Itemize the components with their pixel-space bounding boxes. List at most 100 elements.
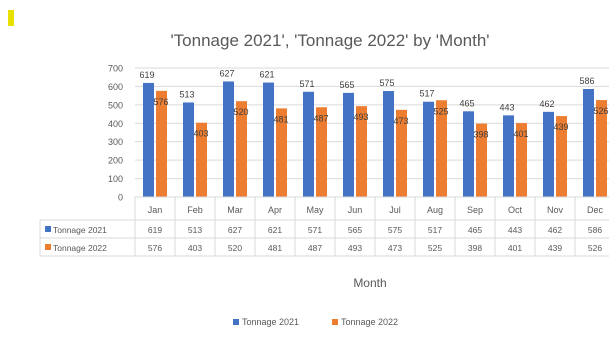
x-tick-label: Dec: [587, 205, 604, 215]
bar-apr-1: [263, 82, 274, 197]
data-label: 487: [313, 113, 328, 123]
bar-oct-1: [503, 115, 514, 197]
x-axis-title: Month: [353, 276, 386, 290]
table-cell: 443: [508, 225, 522, 235]
corner-marker: 2: [8, 10, 14, 26]
y-axis-ticks: 0 100 200 300 400 500 600 700: [108, 64, 123, 203]
bar-dec-2: [596, 100, 607, 197]
chart-title: 'Tonnage 2021', 'Tonnage 2022' by 'Month…: [170, 31, 489, 50]
bar-mar-2: [236, 101, 247, 197]
data-label: 439: [553, 122, 568, 132]
bar-may-1: [303, 91, 314, 197]
table-cell: 462: [548, 225, 562, 235]
table-legend-key: [45, 226, 51, 232]
table-cell: 398: [468, 243, 482, 253]
y-tick-label: 600: [108, 82, 123, 92]
table-cell: 565: [348, 225, 362, 235]
legend-swatch: [233, 319, 239, 325]
data-label: 526: [593, 106, 608, 116]
x-tick-label: Aug: [427, 205, 443, 215]
x-tick-label: Jan: [148, 205, 163, 215]
x-tick-label: Jun: [348, 205, 363, 215]
table-cell: 619: [148, 225, 162, 235]
y-tick-label: 700: [108, 64, 123, 74]
data-table: 619 576 Jan 513 403 Feb 627 520 Mar 621 481 Apr 571 4…: [39, 196, 609, 257]
data-label: 403: [193, 129, 208, 139]
bar-feb-1: [183, 102, 194, 197]
data-label: 621: [259, 70, 274, 80]
bar-dec-1: [583, 89, 594, 197]
table-cell: 481: [268, 243, 282, 253]
data-label: 627: [219, 68, 234, 78]
legend-label: Tonnage 2022: [341, 317, 398, 327]
table-legend-key: [45, 244, 51, 250]
data-label: 481: [273, 114, 288, 124]
table-cell: 621: [268, 225, 282, 235]
bar-aug-2: [436, 100, 447, 197]
bar-feb-2: [196, 122, 207, 197]
y-tick-label: 0: [118, 193, 123, 203]
x-tick-label: Apr: [268, 205, 282, 215]
table-cell: 465: [468, 225, 482, 235]
data-label: 565: [339, 80, 354, 90]
data-labels: 619 576 513 403 627 520 621 481 571 487 565 493 575 4…: [139, 68, 608, 139]
y-tick-label: 400: [108, 119, 123, 129]
x-tick-label: Sep: [467, 205, 483, 215]
y-tick-label: 500: [108, 100, 123, 110]
table-cell: 525: [428, 243, 442, 253]
data-label: 517: [419, 89, 434, 99]
y-tick-label: 100: [108, 174, 123, 184]
data-label: 398: [473, 130, 488, 140]
bar-mar-1: [223, 81, 234, 197]
table-cell: 586: [588, 225, 602, 235]
data-label: 473: [393, 116, 408, 126]
bar-nov-2: [556, 116, 567, 197]
data-label: 525: [433, 106, 448, 116]
data-label: 586: [579, 76, 594, 86]
data-label: 401: [513, 129, 528, 139]
table-cell: 627: [228, 225, 242, 235]
table-cell: 473: [388, 243, 402, 253]
x-tick-label: Mar: [227, 205, 243, 215]
data-label: 575: [379, 78, 394, 88]
table-cell: 403: [188, 243, 202, 253]
legend-swatch: [332, 319, 338, 325]
table-cell: 487: [308, 243, 322, 253]
x-tick-label: Nov: [547, 205, 564, 215]
legend: Tonnage 2021 Tonnage 2022: [233, 317, 398, 327]
table-row-label: Tonnage 2022: [53, 243, 107, 253]
x-tick-label: May: [306, 205, 324, 215]
data-label: 465: [459, 98, 474, 108]
data-label: 513: [179, 89, 194, 99]
table-cell: 571: [308, 225, 322, 235]
table-cell: 526: [588, 243, 602, 253]
table-cell: 439: [548, 243, 562, 253]
x-tick-label: Oct: [508, 205, 523, 215]
x-tick-label: Jul: [389, 205, 401, 215]
data-label: 520: [233, 107, 248, 117]
table-cell: 513: [188, 225, 202, 235]
table-cell: 520: [228, 243, 242, 253]
table-cell: 576: [148, 243, 162, 253]
bar-apr-2: [276, 108, 287, 197]
bar-aug-1: [423, 101, 434, 197]
bar-jul-1: [383, 91, 394, 197]
legend-label: Tonnage 2021: [242, 317, 299, 327]
data-label: 571: [299, 79, 314, 89]
table-cell: 517: [428, 225, 442, 235]
y-tick-label: 200: [108, 156, 123, 166]
bar-nov-1: [543, 111, 554, 197]
bars: [143, 81, 607, 197]
data-label: 619: [139, 70, 154, 80]
data-label: 493: [353, 112, 368, 122]
bar-jul-2: [396, 109, 407, 197]
table-cell: 493: [348, 243, 362, 253]
bar-sep-2: [476, 123, 487, 197]
gridlines: [135, 67, 609, 198]
bar-jan-1: [143, 82, 154, 197]
bar-jan-2: [156, 90, 167, 197]
data-label: 443: [499, 102, 514, 112]
table-row-label: Tonnage 2021: [53, 225, 107, 235]
